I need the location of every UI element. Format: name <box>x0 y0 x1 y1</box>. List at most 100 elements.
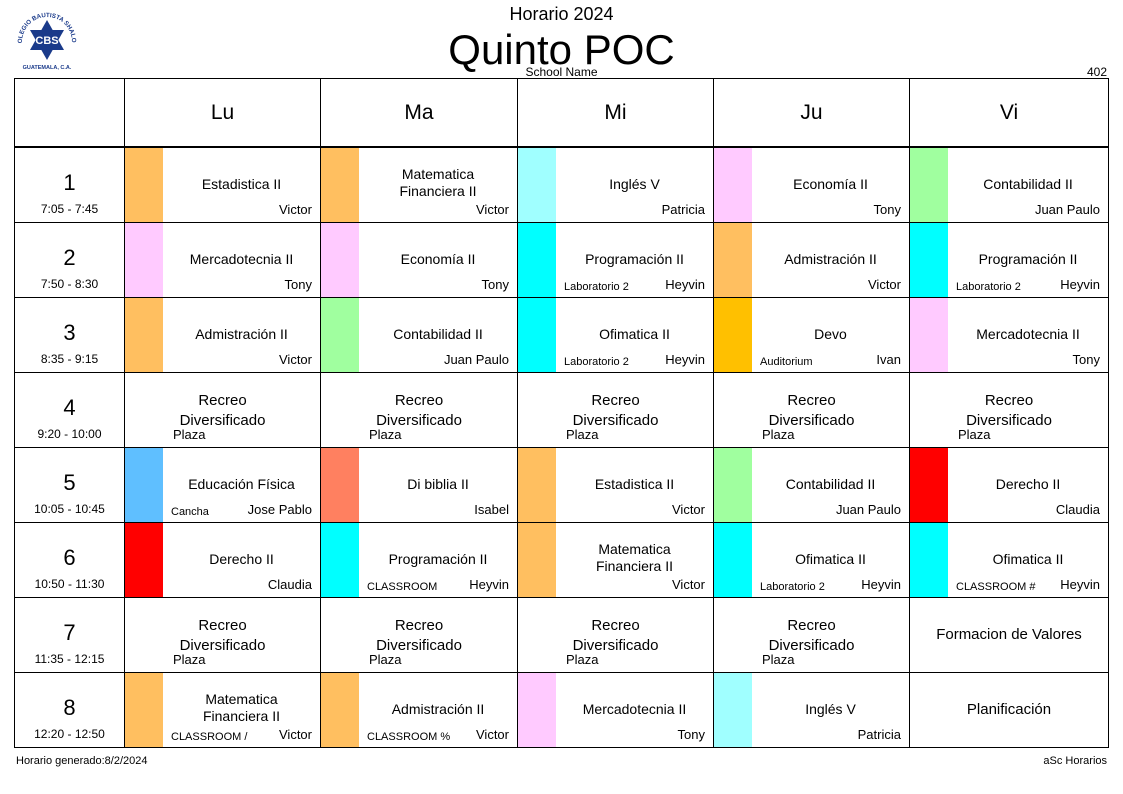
day-header: Ju <box>713 78 910 148</box>
subject-name: Mercadotecnia II <box>189 250 294 267</box>
lesson-cell: Devo Ivan Auditorium <box>713 297 910 373</box>
recess-cell: Recreo Diversificado Plaza <box>713 372 910 448</box>
period-time: 8:35 - 9:15 <box>40 352 99 366</box>
lesson-cell: Matematica Financiera II Victor CLASSROOM … <box>124 672 321 748</box>
period-number: 8 <box>63 695 76 720</box>
subject-color-bar <box>518 448 556 522</box>
subject-name: Contabilidad II <box>393 325 483 342</box>
subject-color-bar <box>125 223 163 297</box>
period-row: 3 8:35 - 9:15 Admistración II Victor Contabi… <box>14 297 1109 373</box>
teacher-name: Heyvin <box>1060 277 1100 292</box>
teacher-name: Tony <box>284 277 312 292</box>
subject-name: Di biblia II <box>407 475 469 492</box>
subject-name: Programación II <box>388 550 488 567</box>
subject-name: Matematica Financiera II <box>595 541 674 574</box>
lesson-cell: Contabilidad II Juan Paulo <box>909 146 1109 223</box>
teacher-name: Victor <box>868 277 901 292</box>
subject-color-bar <box>714 298 752 372</box>
period-cell: 4 9:20 - 10:00 <box>14 372 125 448</box>
period-row: 4 9:20 - 10:00 Recreo Diversificado Plaza Re… <box>14 372 1109 448</box>
recess-cell: Recreo Diversificado Plaza <box>320 597 518 673</box>
teacher-name: Victor <box>476 727 509 742</box>
lesson-cell: Di biblia II Isabel <box>320 447 518 523</box>
schedule-title: Horario 2024 <box>509 4 614 24</box>
subject-name: Ofimatica II <box>795 550 866 567</box>
recess-cell: Recreo Diversificado Plaza <box>320 372 518 448</box>
lesson-cell: Derecho II Claudia <box>124 522 321 598</box>
teacher-name: Claudia <box>1055 502 1100 517</box>
teacher-name: Jose Pablo <box>247 502 312 517</box>
subject-name: Derecho II <box>995 475 1061 492</box>
subject-color-bar <box>910 448 948 522</box>
subject-color-bar <box>518 673 556 747</box>
lesson-cell: Ofimatica II Heyvin Laboratorio 2 <box>517 297 714 373</box>
room-name: CLASSROOM / <box>171 731 248 743</box>
room-name: CLASSROOM % <box>367 731 451 743</box>
period-number: 5 <box>63 470 76 495</box>
subject-color-bar <box>518 523 556 597</box>
recess-name: Recreo Diversificado <box>768 392 855 429</box>
subject-color-bar <box>714 523 752 597</box>
period-time: 12:20 - 12:50 <box>34 727 105 741</box>
subject-color-bar <box>321 148 359 222</box>
recess-name: Recreo Diversificado <box>179 617 266 654</box>
period-cell: 1 7:05 - 7:45 <box>14 146 125 223</box>
teacher-name: Victor <box>672 502 705 517</box>
recess-cell: Recreo Diversificado Plaza <box>713 597 910 673</box>
period-number: 6 <box>63 545 76 570</box>
period-number: 3 <box>63 320 76 345</box>
day-header: Mi <box>517 78 714 148</box>
room-name: Auditorium <box>760 356 813 368</box>
generated-date: Horario generado:8/2/2024 <box>16 755 148 767</box>
subject-color-bar <box>518 223 556 297</box>
teacher-name: Juan Paulo <box>835 502 901 517</box>
lesson-cell: Economía II Tony <box>320 222 518 298</box>
period-number: 2 <box>63 245 76 270</box>
activity-cell: Formacion de Valores <box>909 597 1109 673</box>
period-row: 6 10:50 - 11:30 Derecho II Claudia Programac… <box>14 522 1109 598</box>
recess-name: Recreo Diversificado <box>572 617 659 654</box>
lesson-cell: Mercadotecnia II Tony <box>909 297 1109 373</box>
room-name: Laboratorio 2 <box>760 581 825 593</box>
subject-color-bar <box>321 448 359 522</box>
subject-color-bar <box>518 148 556 222</box>
teacher-name: Patricia <box>857 727 901 742</box>
lesson-cell: Ofimatica II Heyvin CLASSROOM # <box>909 522 1109 598</box>
subject-name: Inglés V <box>609 175 660 192</box>
lesson-cell: Matematica Financiera II Victor <box>320 146 518 223</box>
period-row: 7 11:35 - 12:15 Recreo Diversificado Plaza R… <box>14 597 1109 673</box>
period-time: 7:05 - 7:45 <box>40 202 99 216</box>
period-number: 7 <box>63 620 76 645</box>
class-name: Quinto POC <box>448 26 675 73</box>
period-number: 1 <box>63 170 76 195</box>
recess-room: Plaza <box>173 427 206 442</box>
subject-color-bar <box>321 523 359 597</box>
subject-color-bar <box>321 223 359 297</box>
teacher-name: Juan Paulo <box>1034 202 1100 217</box>
school-logo: COLEGIO BAUTISTA SHALOM CBS GUATEMALA, C… <box>11 3 80 72</box>
timetable: Lu Ma Mi Ju Vi 1 7:05 - 7:45 Estadistica I… <box>14 78 1109 748</box>
subject-name: Educación Física <box>188 475 295 492</box>
period-cell: 2 7:50 - 8:30 <box>14 222 125 298</box>
subject-color-bar <box>125 673 163 747</box>
lesson-cell: Estadistica II Victor <box>517 447 714 523</box>
period-time: 10:05 - 10:45 <box>34 502 105 516</box>
recess-room: Plaza <box>173 652 206 667</box>
lesson-cell: Programación II Heyvin Laboratorio 2 <box>517 222 714 298</box>
room-number: 402 <box>1086 65 1107 79</box>
recess-room: Plaza <box>566 652 599 667</box>
subject-name: Economía II <box>400 250 476 267</box>
logo-text-mid: CBS <box>35 35 58 47</box>
room-name: CLASSROOM # <box>956 581 1036 593</box>
recess-name: Recreo Diversificado <box>572 392 659 429</box>
subject-name: Contabilidad II <box>785 475 876 492</box>
subject-name: Programación II <box>585 250 684 267</box>
period-cell: 7 11:35 - 12:15 <box>14 597 125 673</box>
period-time: 7:50 - 8:30 <box>40 277 99 291</box>
lesson-cell: Mercadotecnia II Tony <box>124 222 321 298</box>
teacher-name: Tony <box>677 727 705 742</box>
lesson-cell: Educación Física Jose Pablo Cancha <box>124 447 321 523</box>
subject-name: Ofimatica II <box>992 550 1064 567</box>
subject-color-bar <box>910 148 948 222</box>
subject-name: Admistración II <box>391 700 485 717</box>
